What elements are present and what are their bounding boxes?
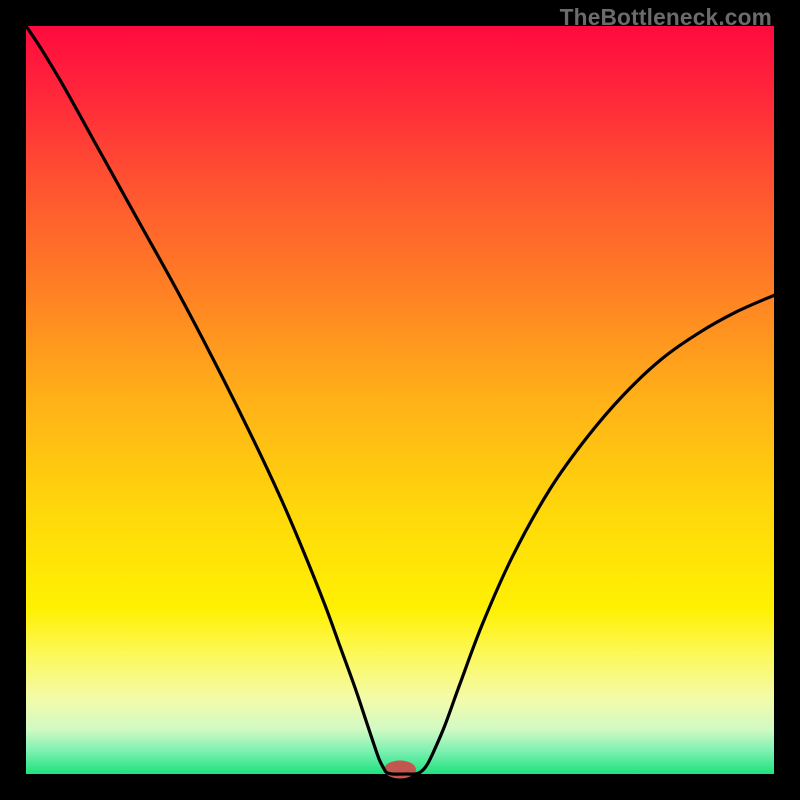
plot-area [26, 26, 774, 774]
minimum-marker [384, 761, 416, 779]
bottleneck-curve [26, 26, 774, 774]
curve-layer [26, 26, 774, 774]
chart-frame: TheBottleneck.com [0, 0, 800, 800]
